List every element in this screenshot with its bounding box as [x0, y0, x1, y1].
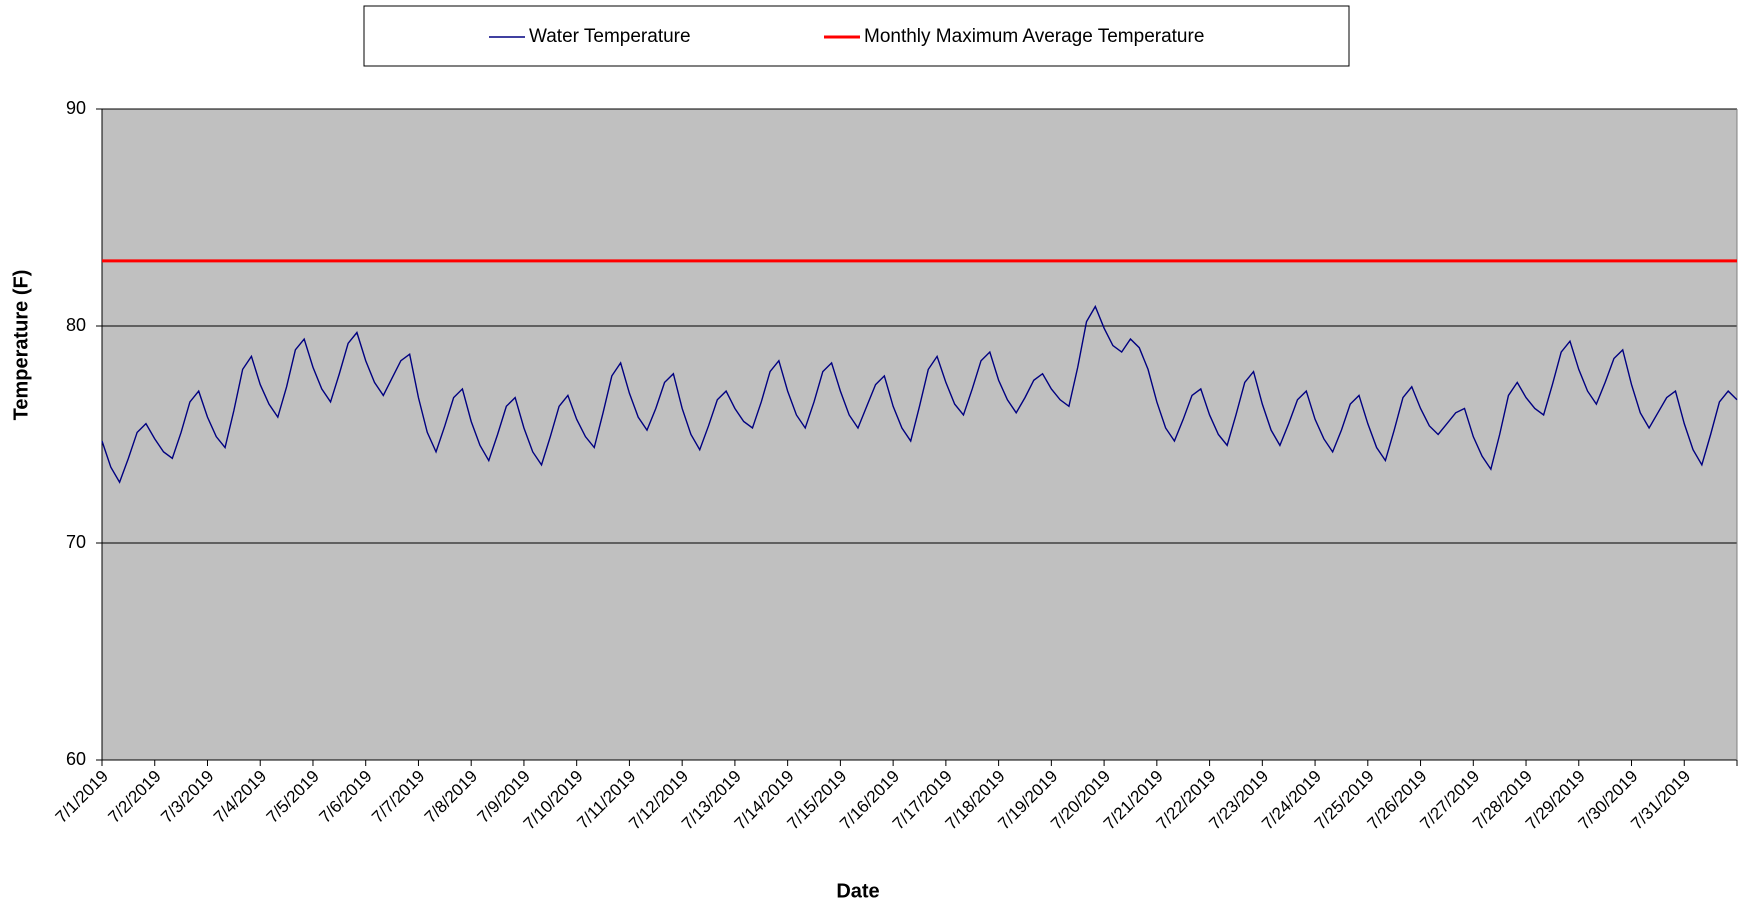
x-axis-label: Date	[836, 880, 879, 902]
x-tick-label: 7/3/2019	[157, 767, 217, 827]
x-tick-label: 7/2/2019	[105, 767, 165, 827]
y-tick-label: 80	[66, 315, 86, 335]
y-tick-label: 70	[66, 532, 86, 552]
legend-label: Water Temperature	[529, 26, 691, 47]
x-tick-label: 7/8/2019	[421, 767, 481, 827]
y-tick-label: 90	[66, 98, 86, 118]
x-tick-label: 7/5/2019	[263, 767, 323, 827]
y-axis-label: Temperature (F)	[10, 270, 32, 421]
x-tick-label: 7/4/2019	[210, 767, 270, 827]
y-tick-label: 60	[66, 749, 86, 769]
data-line	[101, 304, 1738, 484]
legend-label: Monthly Maximum Average Temperature	[864, 26, 1204, 47]
x-tick-label: 7/1/2019	[52, 767, 112, 827]
x-tick-label: 7/7/2019	[368, 767, 428, 827]
plot-background	[102, 109, 1737, 760]
x-tick-label: 7/6/2019	[315, 767, 375, 827]
